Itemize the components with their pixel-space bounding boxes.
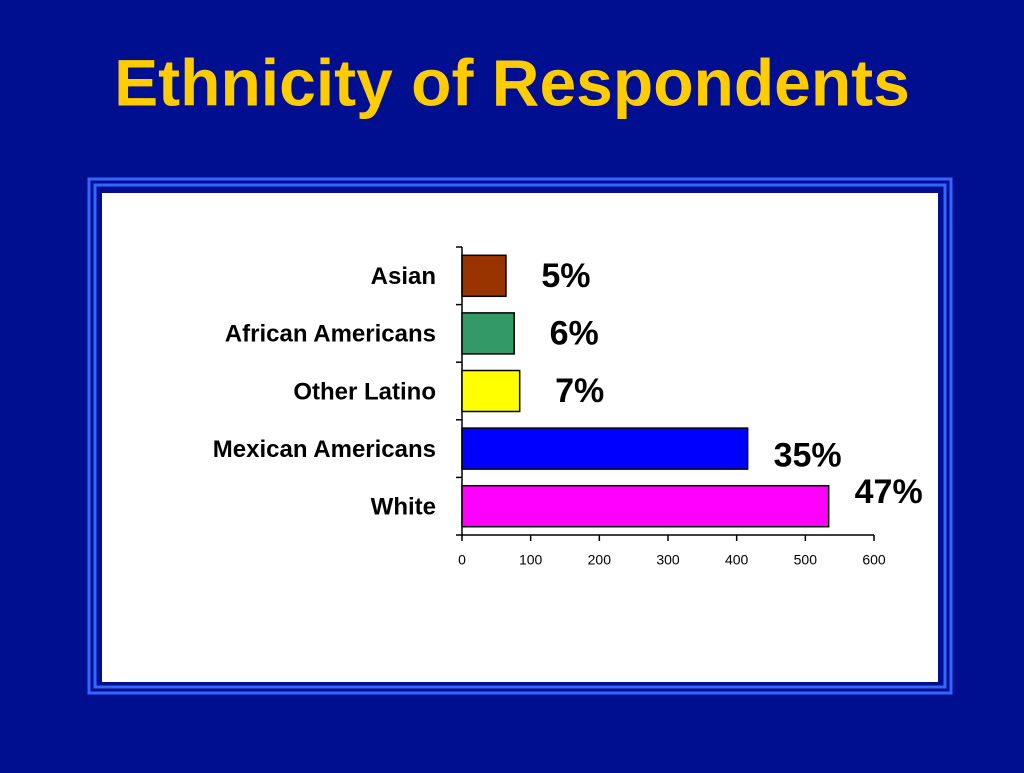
x-tick-label: 600: [862, 552, 886, 568]
x-tick-label: 200: [588, 552, 612, 568]
share-label: 47%: [855, 473, 923, 511]
y-tick-label: Mexican Americans: [213, 436, 436, 463]
x-tick-label: 0: [458, 552, 466, 568]
x-tick-label: 500: [794, 552, 818, 568]
share-label: 35%: [774, 437, 842, 475]
x-tick-label: 400: [725, 552, 749, 568]
x-tick-label: 100: [519, 552, 543, 568]
y-tick-label: White: [371, 494, 436, 521]
x-tick-label: 300: [656, 552, 680, 568]
share-label: 7%: [555, 372, 604, 410]
share-label: 5%: [541, 257, 590, 295]
chart-title: Ethnicity of Respondents: [114, 45, 910, 119]
y-tick-label: Other Latino: [293, 378, 436, 405]
share-label: 6%: [550, 314, 599, 352]
bar: [461, 369, 521, 413]
y-tick-label: Asian: [371, 263, 436, 290]
bar: [461, 427, 749, 470]
bar: [461, 312, 515, 355]
bar: [461, 484, 830, 528]
frame-outer: [87, 177, 953, 695]
frame-inner: [93, 183, 947, 689]
bar: [461, 254, 507, 298]
y-tick-label: African Americans: [225, 321, 436, 348]
